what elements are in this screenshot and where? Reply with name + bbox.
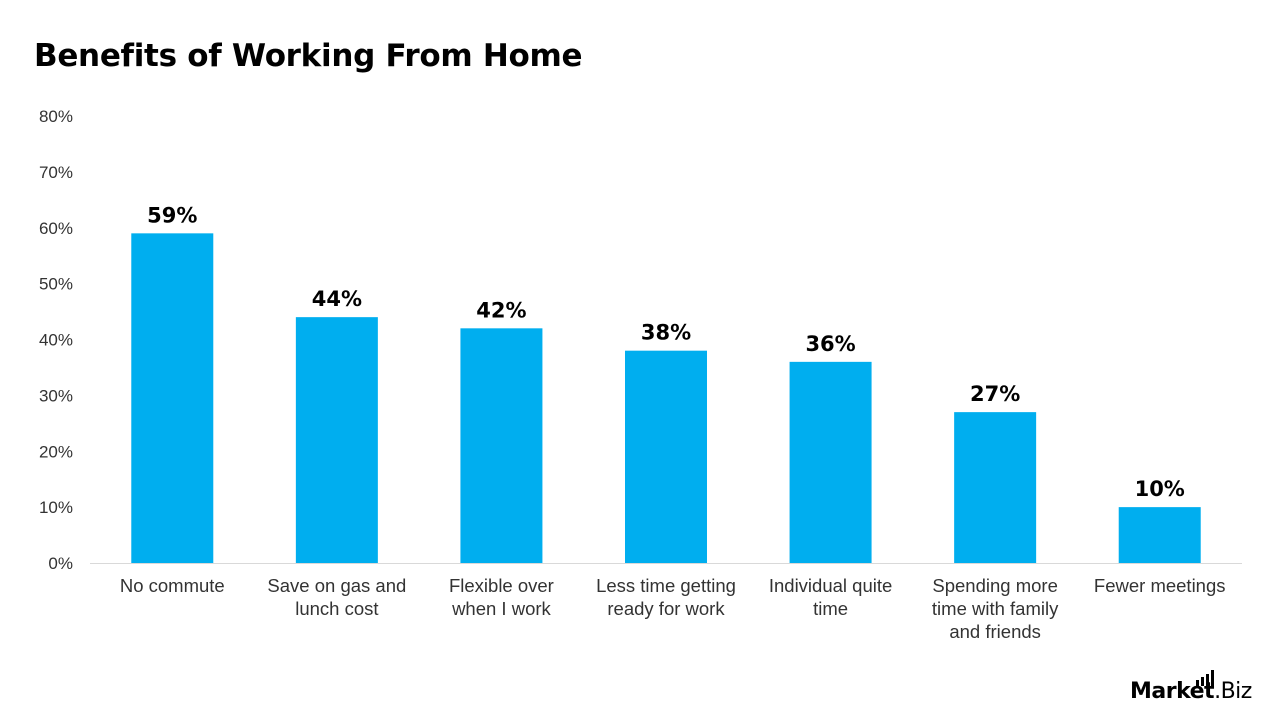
y-tick-label: 50% <box>39 275 73 294</box>
x-tick-label-line: Spending more <box>932 575 1057 596</box>
bar <box>789 361 872 563</box>
x-tick-label: Individual quite time <box>769 575 892 619</box>
y-tick-label: 80% <box>39 107 73 126</box>
bar <box>295 317 378 563</box>
data-label: 38% <box>641 321 691 345</box>
logo-suffix: .Biz <box>1214 679 1252 704</box>
data-label: 27% <box>970 382 1020 406</box>
bar <box>625 350 707 563</box>
x-tick-label-line: Flexible over <box>449 575 554 596</box>
y-tick-label: 60% <box>39 219 73 238</box>
x-tick-label-line: time with family <box>932 598 1059 619</box>
x-tick-label-line: lunch cost <box>295 598 378 619</box>
y-tick-label: 0% <box>48 554 73 573</box>
y-tick-label: 10% <box>39 498 73 517</box>
data-label: 36% <box>805 332 855 356</box>
x-tick-label-line: Fewer meetings <box>1094 575 1226 596</box>
data-label: 42% <box>476 298 526 322</box>
bar <box>460 328 543 563</box>
x-tick-label: Spending more time with family and friends <box>932 575 1059 642</box>
x-tick-label: Less time getting ready for work <box>596 575 736 619</box>
x-tick-label-line: and friends <box>949 621 1041 642</box>
y-tick-label: 40% <box>39 331 73 350</box>
data-label: 59% <box>147 203 197 227</box>
logo-main: Market <box>1130 679 1215 704</box>
x-tick-label-line: Individual quite <box>769 575 892 596</box>
x-tick-label: Fewer meetings <box>1094 575 1226 596</box>
x-tick-label-line: time <box>813 598 848 619</box>
y-tick-label: 20% <box>39 442 73 461</box>
y-tick-label: 30% <box>39 386 73 405</box>
x-tick-label-line: No commute <box>120 575 225 596</box>
bar <box>954 412 1037 563</box>
y-tick-label: 70% <box>39 163 73 182</box>
data-label: 44% <box>312 287 362 311</box>
x-tick-label: Save on gas and lunch cost <box>267 575 406 619</box>
logo-text: Market.Biz <box>1130 679 1252 704</box>
x-tick-label-line: when I work <box>451 598 551 619</box>
marketbiz-logo: Market.Biz <box>1130 668 1260 708</box>
x-tick-label-line: Save on gas and <box>267 575 406 596</box>
x-tick-label: Flexible over when I work <box>449 575 554 619</box>
bar <box>1118 507 1201 563</box>
logo-bars-icon <box>1196 670 1218 686</box>
x-tick-label-line: Less time getting <box>596 575 736 596</box>
data-label: 10% <box>1135 477 1185 501</box>
chart-title: Benefits of Working From Home <box>34 38 583 74</box>
bar <box>131 233 214 563</box>
x-tick-label: No commute <box>120 575 225 596</box>
x-tick-label-line: ready for work <box>607 598 725 619</box>
